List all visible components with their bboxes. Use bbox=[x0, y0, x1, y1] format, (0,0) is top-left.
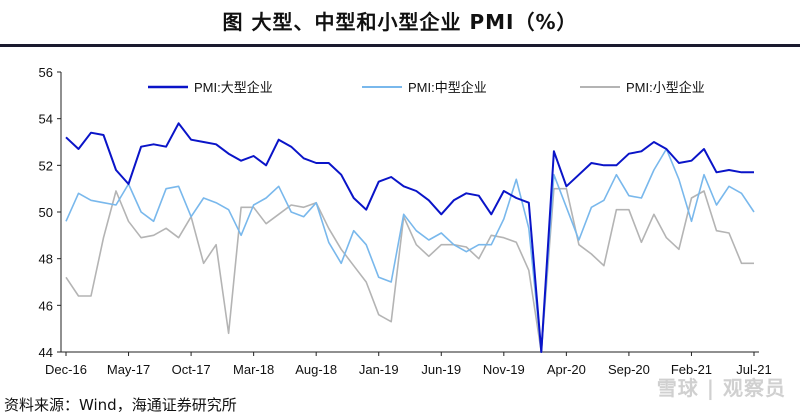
x-tick-label: Sep-20 bbox=[608, 362, 650, 377]
pmi-line-chart: 44 46 48 50 52 54 56 Dec-16 May-17 Oct-17 Mar-18 Au… bbox=[39, 65, 772, 377]
watermark: 雪球 | 观察员 bbox=[656, 376, 786, 400]
series-line-small bbox=[65, 187, 754, 353]
legend-item-medium: PMI:中型企业 bbox=[362, 80, 487, 95]
series-line-large bbox=[65, 122, 754, 353]
legend-label: PMI:中型企业 bbox=[408, 80, 487, 95]
x-tick-label: Dec-16 bbox=[45, 362, 87, 377]
x-tick-label: Nov-19 bbox=[483, 362, 525, 377]
y-tick-label: 56 bbox=[39, 65, 53, 80]
source-note: 资料来源：Wind，海通证券研究所 bbox=[4, 396, 237, 414]
y-tick-label: 52 bbox=[39, 158, 53, 173]
y-tick-label: 44 bbox=[39, 345, 53, 360]
y-tick-label: 46 bbox=[39, 298, 53, 313]
chart-legend: PMI:大型企业 PMI:中型企业 PMI:小型企业 bbox=[148, 80, 705, 95]
y-tick-label: 50 bbox=[39, 205, 53, 220]
x-tick-label: Aug-18 bbox=[295, 362, 337, 377]
x-tick-label: Apr-20 bbox=[547, 362, 586, 377]
legend-label: PMI:大型企业 bbox=[194, 80, 273, 95]
x-tick-label: Feb-21 bbox=[671, 362, 712, 377]
legend-item-large: PMI:大型企业 bbox=[148, 80, 273, 95]
legend-label: PMI:小型企业 bbox=[626, 80, 705, 95]
legend-item-small: PMI:小型企业 bbox=[580, 80, 705, 95]
chart-lines bbox=[65, 122, 755, 353]
y-tick-label: 54 bbox=[39, 112, 53, 127]
x-tick-label: Jul-21 bbox=[736, 362, 771, 377]
x-tick-label: Mar-18 bbox=[233, 362, 274, 377]
y-tick-label: 48 bbox=[39, 252, 53, 267]
title-bar: 图 大型、中型和小型企业 PMI（%） bbox=[0, 0, 800, 47]
page-title: 图 大型、中型和小型企业 PMI（%） bbox=[222, 10, 578, 34]
x-tick-label: May-17 bbox=[107, 362, 150, 377]
x-tick-label: Jun-19 bbox=[421, 362, 461, 377]
chart-axes: 44 46 48 50 52 54 56 Dec-16 May-17 Oct-17 Mar-18 Au… bbox=[39, 65, 772, 377]
x-tick-label: Oct-17 bbox=[172, 362, 211, 377]
x-tick-label: Jan-19 bbox=[359, 362, 399, 377]
series-line-medium bbox=[65, 148, 755, 353]
